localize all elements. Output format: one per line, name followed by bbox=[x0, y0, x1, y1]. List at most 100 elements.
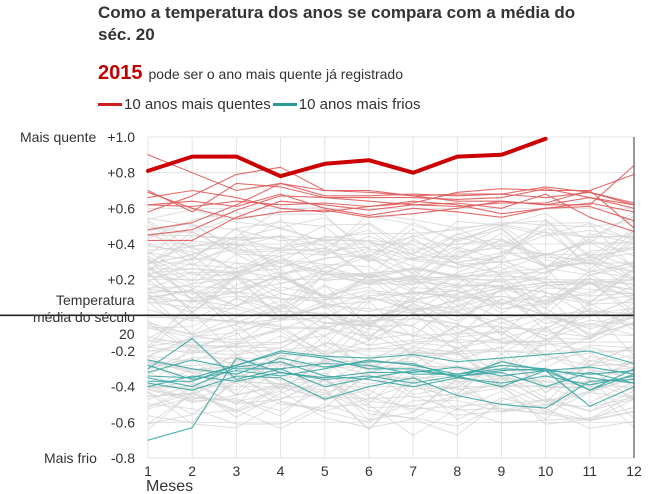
other-year-line bbox=[147, 307, 635, 354]
cold-year-line-3 bbox=[147, 375, 635, 409]
other-year-line bbox=[147, 293, 635, 337]
other-year-line bbox=[147, 220, 635, 261]
x-tick-label: 4 bbox=[277, 463, 285, 479]
other-year-line bbox=[147, 364, 635, 412]
other-year-line bbox=[147, 368, 635, 399]
other-year-line bbox=[147, 250, 635, 299]
x-tick-label: 9 bbox=[498, 463, 506, 479]
other-year-line bbox=[147, 357, 635, 404]
other-year-line bbox=[147, 387, 635, 430]
warm-year-line-5 bbox=[147, 193, 635, 241]
y-tick-label: +0.8 bbox=[107, 165, 135, 181]
other-year-line bbox=[147, 267, 635, 314]
x-tick-label: 7 bbox=[409, 463, 417, 479]
other-year-line bbox=[147, 342, 635, 389]
warm-year-line-9 bbox=[147, 173, 635, 213]
y-tick-label: +1.0 bbox=[107, 129, 135, 145]
y-annotation-top: Mais quente bbox=[20, 129, 96, 145]
other-year-line bbox=[147, 264, 635, 305]
legend-label-warm: 10 anos mais quentes bbox=[124, 96, 271, 113]
other-year-line bbox=[147, 274, 635, 319]
cold-year-line-9 bbox=[147, 350, 635, 379]
other-year-line bbox=[147, 221, 635, 269]
chart-legend: 10 anos mais quentes 10 anos mais frios bbox=[98, 96, 421, 113]
warm-year-line-4 bbox=[147, 189, 635, 236]
other-year-line bbox=[147, 288, 635, 332]
x-tick-label: 10 bbox=[538, 463, 554, 479]
other-year-line bbox=[147, 271, 635, 314]
other-year-line bbox=[147, 328, 635, 378]
y-tick-label: -0.8 bbox=[111, 450, 135, 466]
other-year-line bbox=[147, 236, 635, 281]
y-tick-label: -0.6 bbox=[111, 414, 135, 430]
warm-year-line-2 bbox=[147, 154, 635, 204]
y-tick-label: -0.2 bbox=[111, 343, 135, 359]
x-tick-label: 5 bbox=[321, 463, 329, 479]
legend-swatch-cold bbox=[272, 103, 297, 106]
other-year-line bbox=[147, 338, 635, 382]
x-axis-label: Meses bbox=[146, 478, 193, 494]
baseline-label-line2: média do século bbox=[33, 309, 135, 325]
warm-year-line-8 bbox=[147, 193, 635, 218]
highlight-year-line bbox=[146, 136, 548, 179]
other-year-line bbox=[147, 241, 635, 278]
other-year-line bbox=[147, 283, 635, 331]
other-year-line bbox=[147, 292, 635, 341]
other-year-line bbox=[147, 302, 635, 352]
other-year-line bbox=[147, 222, 635, 263]
other-year-line bbox=[147, 374, 635, 421]
cold-year-line-1 bbox=[147, 357, 635, 441]
other-year-line bbox=[147, 294, 635, 339]
legend-label-cold: 10 anos mais frios bbox=[298, 96, 421, 113]
other-year-line bbox=[147, 318, 635, 354]
x-tick-label: 3 bbox=[232, 463, 240, 479]
other-year-line bbox=[147, 226, 635, 274]
subtitle-text: pode ser o ano mais quente já registrado bbox=[148, 66, 404, 82]
other-year-line bbox=[147, 253, 635, 290]
y-tick-label: +0.6 bbox=[107, 200, 135, 216]
legend-item-cold: 10 anos mais frios bbox=[272, 96, 421, 113]
other-year-line bbox=[147, 314, 635, 352]
chart-title: Como a temperatura dos anos se compara c… bbox=[98, 3, 576, 44]
chart-subtitle: 2015 pode ser o ano mais quente já regist… bbox=[98, 62, 403, 85]
warm-year-line-3 bbox=[147, 182, 635, 231]
warm-year-line-10 bbox=[147, 164, 635, 220]
other-year-line bbox=[147, 375, 635, 425]
other-year-line bbox=[147, 317, 635, 362]
other-year-line bbox=[147, 346, 635, 391]
warm-year-line-6 bbox=[147, 200, 635, 222]
y-annotation-bottom: Mais frio bbox=[44, 450, 97, 466]
x-tick-label: 11 bbox=[583, 463, 598, 479]
other-year-line bbox=[147, 378, 635, 417]
other-year-line bbox=[147, 277, 635, 328]
warm-year-line-7 bbox=[147, 166, 635, 213]
other-year-line bbox=[147, 321, 635, 362]
other-year-line bbox=[147, 222, 635, 268]
other-year-line bbox=[147, 287, 635, 324]
other-year-line bbox=[147, 223, 635, 271]
other-year-line bbox=[147, 392, 635, 436]
y-tick-label: -0.4 bbox=[111, 379, 135, 395]
cold-year-line-6 bbox=[147, 361, 635, 388]
other-year-line bbox=[147, 264, 635, 310]
other-year-line bbox=[147, 342, 635, 389]
x-tick-label: 8 bbox=[453, 463, 461, 479]
cold-year-line-4 bbox=[147, 337, 635, 388]
y-tick-label: +0.4 bbox=[107, 236, 135, 252]
cold-year-line-10 bbox=[147, 366, 635, 388]
other-year-line bbox=[147, 206, 635, 251]
other-year-line bbox=[147, 230, 635, 274]
x-tick-label: 6 bbox=[365, 463, 373, 479]
cold-year-line-8 bbox=[147, 359, 635, 381]
x-tick-label: 1 bbox=[144, 463, 152, 479]
y-tick-label: +0.2 bbox=[107, 272, 135, 288]
cold-year-line-2 bbox=[147, 352, 635, 391]
baseline-label-line3: 20 bbox=[119, 326, 135, 342]
legend-swatch-warm bbox=[98, 103, 122, 106]
x-tick-label: 12 bbox=[626, 463, 642, 479]
other-year-line bbox=[147, 368, 635, 413]
baseline-label-line1: Temperatura bbox=[56, 292, 135, 308]
x-tick-label: 2 bbox=[188, 463, 196, 479]
other-year-line bbox=[147, 306, 635, 356]
